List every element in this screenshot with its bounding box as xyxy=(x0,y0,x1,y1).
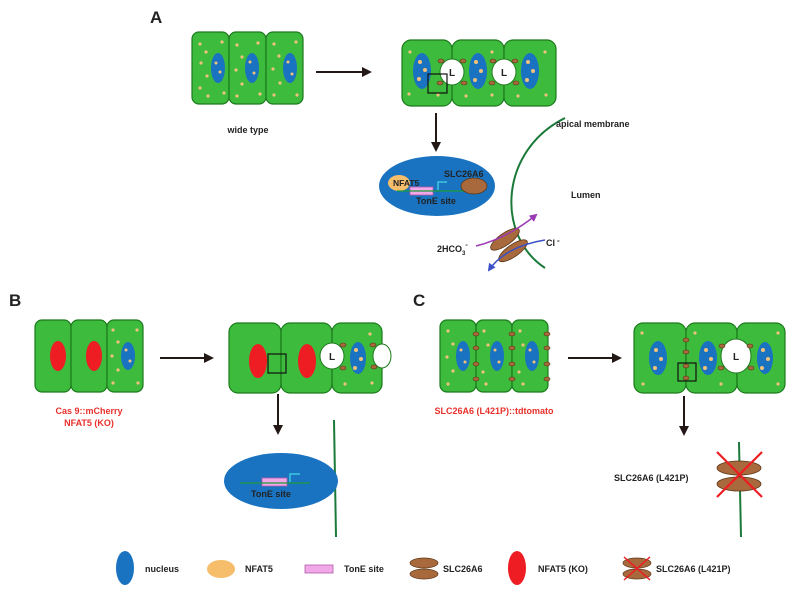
lumen-label: Lumen xyxy=(571,190,601,200)
nucleus xyxy=(121,342,135,370)
svg-text:SLC26A6 (L421P): SLC26A6 (L421P) xyxy=(656,564,731,574)
caption-wild-type: wide type xyxy=(226,125,268,135)
zoom-box xyxy=(427,73,448,94)
wildtype-tissue xyxy=(191,31,304,105)
lumen-cavity xyxy=(491,58,517,86)
knockout-nucleus xyxy=(86,341,102,371)
lumen-cavity xyxy=(720,338,752,374)
lumen-tissue-a: L L xyxy=(401,39,557,107)
legend-item-nfat5-ko: NFAT5 (KO) xyxy=(508,551,588,585)
svg-text:NFAT5: NFAT5 xyxy=(245,564,273,574)
legend-item-nfat5: NFAT5 xyxy=(207,560,273,578)
zoom-box xyxy=(267,353,287,374)
nucleus xyxy=(211,53,225,83)
lumen-marker: L xyxy=(329,352,335,363)
legend-item-nucleus: nucleus xyxy=(116,551,179,585)
caption-nfat5-ko: NFAT5 (KO) xyxy=(64,418,114,428)
nucleus xyxy=(350,342,366,374)
nucleus xyxy=(456,341,470,371)
mutant-tissue xyxy=(439,319,551,393)
nucleus xyxy=(525,341,539,371)
panel-label-b: B xyxy=(9,291,21,310)
nucleus xyxy=(245,53,259,83)
slc26a6-label: SLC26A6 xyxy=(444,169,484,179)
nucleus xyxy=(283,53,297,83)
nfat5-icon xyxy=(207,560,235,578)
bicarbonate-label: 2HCO3- xyxy=(437,242,468,257)
nfat5-label: NFAT5 xyxy=(393,178,420,188)
nucleus xyxy=(757,342,773,374)
caption-cas9: Cas 9::mCherry xyxy=(55,406,122,416)
chloride-label: Cl - xyxy=(546,236,560,248)
panel-label-a: A xyxy=(150,8,162,27)
nucleus-detail-a: NFAT5 SLC26A6 TonE site xyxy=(379,156,495,216)
svg-text:SLC26A6: SLC26A6 xyxy=(443,564,483,574)
lumen-marker: L xyxy=(449,68,455,79)
nucleus xyxy=(490,341,504,371)
apical-membrane-label: apical membrane xyxy=(556,119,630,129)
tone-site-label: TonE site xyxy=(416,196,456,206)
lumen-marker: L xyxy=(501,68,507,79)
svg-text:TonE site: TonE site xyxy=(344,564,384,574)
nucleus xyxy=(469,53,487,89)
svg-text:nucleus: nucleus xyxy=(145,564,179,574)
slc26a6-icon xyxy=(409,557,439,569)
lumen-cavity xyxy=(319,342,345,370)
nucleus xyxy=(649,341,667,375)
transporter-exchange xyxy=(475,213,546,272)
zoom-box xyxy=(677,362,697,382)
lumen-tissue-c: L xyxy=(633,322,786,394)
nfat5-ko-icon xyxy=(508,551,526,585)
lumen-tissue-b: L xyxy=(228,322,392,394)
apical-membrane-line xyxy=(510,117,566,269)
nucleus xyxy=(699,341,717,375)
knockout-tissue xyxy=(34,319,144,393)
legend-item-tone-site: TonE site xyxy=(304,564,384,574)
lumen-marker: L xyxy=(733,352,739,363)
nucleus-detail-b: TonE site xyxy=(224,453,338,509)
panel-label-c: C xyxy=(413,291,425,310)
svg-text:NFAT5 (KO): NFAT5 (KO) xyxy=(538,564,588,574)
mutant-transporter-label: SLC26A6 (L421P) xyxy=(614,473,689,483)
tone-site-label: TonE site xyxy=(251,489,291,499)
legend: nucleus NFAT5 TonE site SLC26A6 NFAT5 (K… xyxy=(116,551,731,585)
lumen-cavity xyxy=(372,343,392,369)
lumen-cavity xyxy=(439,58,465,86)
caption-slc26a6-mutant: SLC26A6 (L421P)::tdtomato xyxy=(434,406,554,416)
nucleus xyxy=(521,53,539,89)
knockout-nucleus xyxy=(50,341,66,371)
nucleus-icon xyxy=(116,551,134,585)
tone-site-icon xyxy=(304,564,334,574)
legend-item-slc26a6-mutant: SLC26A6 (L421P) xyxy=(622,556,731,581)
mutant-transporter xyxy=(716,451,763,498)
legend-item-slc26a6: SLC26A6 xyxy=(409,557,483,580)
